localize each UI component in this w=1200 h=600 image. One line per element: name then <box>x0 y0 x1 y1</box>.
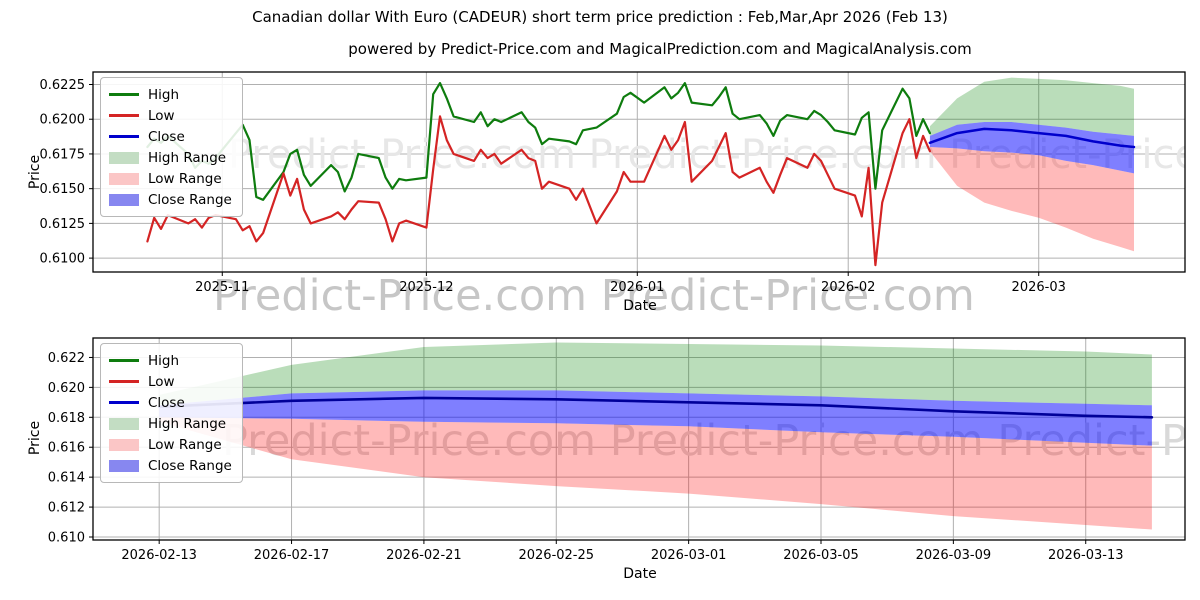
close-range-band <box>159 390 1152 446</box>
x-tick-label: 2026-02-13 <box>121 548 197 563</box>
high-line-swatch <box>109 93 139 96</box>
x-tick-label: 2025-11 <box>195 280 249 295</box>
y-tick-label: 0.610 <box>48 531 85 546</box>
x-tick-label: 2026-03-13 <box>1048 548 1124 563</box>
high-line-swatch <box>109 359 139 362</box>
legend-item-high-range: High Range <box>109 413 232 434</box>
high-range-swatch <box>109 417 139 430</box>
x-tick-label: 2026-03-09 <box>916 548 992 563</box>
low-line-swatch <box>109 380 139 383</box>
y-tick-label: 0.6125 <box>40 217 86 232</box>
watermark-text: Predict-Price.com Predict-Price.com <box>213 271 975 321</box>
low-range-band <box>159 417 1152 530</box>
legend-item-low-range: Low Range <box>109 434 232 455</box>
plot-border <box>92 71 1186 273</box>
x-tick-label: 2026-02-25 <box>518 548 594 563</box>
legend-item-close: Close <box>109 126 232 147</box>
low-range-swatch <box>109 438 139 451</box>
x-tick-label: 2026-03-05 <box>783 548 859 563</box>
legend-item-low: Low <box>109 371 232 392</box>
legend-label: High <box>148 86 180 103</box>
y-axis-label-bottom: Price <box>27 420 44 456</box>
legend-item-close: Close <box>109 392 232 413</box>
y-axis-label-top: Price <box>27 154 44 190</box>
y-tick-label: 0.6225 <box>40 78 86 93</box>
legend-label: Low Range <box>148 436 222 453</box>
y-tick-label: 0.6200 <box>40 113 86 128</box>
chart-top: Predict-Price.com Predict-Price.com Pred… <box>40 71 1186 321</box>
legend-item-close-range: Close Range <box>109 189 232 210</box>
legend-item-close-range: Close Range <box>109 455 232 476</box>
legend-label: High Range <box>148 415 227 432</box>
y-tick-label: 0.6175 <box>40 147 86 162</box>
legend-label: Low Range <box>148 170 222 187</box>
legend-label: Low <box>148 373 175 390</box>
x-tick-label: 2026-02 <box>821 280 875 295</box>
x-tick-label: 2026-03-01 <box>651 548 727 563</box>
legend-item-high: High <box>109 350 232 371</box>
legend-item-low-range: Low Range <box>109 168 232 189</box>
chart-subtitle: powered by Predict-Price.com and Magical… <box>348 40 972 58</box>
y-tick-label: 0.612 <box>48 501 85 516</box>
chart-bottom: Predict-Price.com Predict-Price.com Pred… <box>48 337 1186 563</box>
legend-label: High <box>148 352 180 369</box>
close-range-swatch <box>109 459 139 472</box>
high-range-swatch <box>109 151 139 164</box>
y-tick-label: 0.6150 <box>40 182 86 197</box>
close-range-band <box>929 122 1134 174</box>
close-line-swatch <box>109 401 139 404</box>
y-tick-label: 0.622 <box>48 351 85 366</box>
y-tick-label: 0.616 <box>48 441 85 456</box>
high-range-band <box>159 342 1152 406</box>
low-range-band <box>929 147 1134 252</box>
x-tick-label: 2026-02-17 <box>254 548 330 563</box>
y-tick-label: 0.614 <box>48 471 85 486</box>
chart-title: Canadian dollar With Euro (CADEUR) short… <box>252 8 948 26</box>
legend-label: High Range <box>148 149 227 166</box>
legend-item-high-range: High Range <box>109 147 232 168</box>
legend-bottom-chart: High Low Close High Range Low Range Clos… <box>100 343 243 483</box>
y-tick-label: 0.618 <box>48 411 85 426</box>
x-tick-label: 2026-01 <box>610 280 664 295</box>
legend-label: Close Range <box>148 457 232 474</box>
close-line-swatch <box>109 135 139 138</box>
legend-label: Close <box>148 394 185 411</box>
close-forecast-line <box>157 396 1154 419</box>
y-tick-label: 0.620 <box>48 381 85 396</box>
legend-label: Close <box>148 128 185 145</box>
x-axis-label-top: Date <box>623 298 657 314</box>
x-tick-label: 2026-02-21 <box>386 548 462 563</box>
close-range-swatch <box>109 193 139 206</box>
high-line <box>146 82 931 201</box>
x-axis-label-bottom: Date <box>623 566 657 582</box>
legend-item-high: High <box>109 84 232 105</box>
plot-border <box>92 337 1186 541</box>
legend-item-low: Low <box>109 105 232 126</box>
low-range-swatch <box>109 172 139 185</box>
close-forecast-line <box>928 127 1136 149</box>
high-range-band <box>929 77 1134 136</box>
low-line-swatch <box>109 114 139 117</box>
legend-label: Close Range <box>148 191 232 208</box>
low-line <box>146 115 931 267</box>
legend-label: Low <box>148 107 175 124</box>
x-tick-label: 2025-12 <box>399 280 453 295</box>
y-tick-label: 0.6100 <box>40 252 86 267</box>
x-tick-label: 2026-03 <box>1012 280 1066 295</box>
legend-top-chart: High Low Close High Range Low Range Clos… <box>100 77 243 217</box>
